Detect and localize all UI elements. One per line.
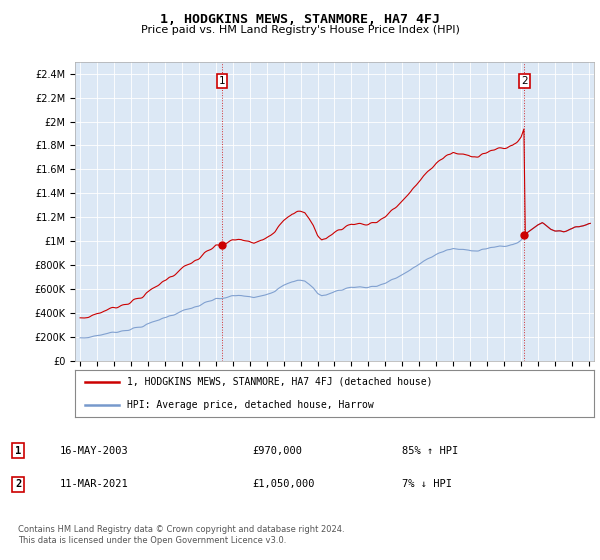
- Text: £1,050,000: £1,050,000: [252, 479, 314, 489]
- Text: 1, HODGKINS MEWS, STANMORE, HA7 4FJ: 1, HODGKINS MEWS, STANMORE, HA7 4FJ: [160, 13, 440, 26]
- Text: Price paid vs. HM Land Registry's House Price Index (HPI): Price paid vs. HM Land Registry's House …: [140, 25, 460, 35]
- Text: HPI: Average price, detached house, Harrow: HPI: Average price, detached house, Harr…: [127, 400, 374, 410]
- Text: 1: 1: [15, 446, 21, 456]
- Text: 7% ↓ HPI: 7% ↓ HPI: [402, 479, 452, 489]
- Text: 2: 2: [521, 76, 527, 86]
- Text: 85% ↑ HPI: 85% ↑ HPI: [402, 446, 458, 456]
- Text: 11-MAR-2021: 11-MAR-2021: [60, 479, 129, 489]
- Text: 1, HODGKINS MEWS, STANMORE, HA7 4FJ (detached house): 1, HODGKINS MEWS, STANMORE, HA7 4FJ (det…: [127, 376, 433, 386]
- Text: £970,000: £970,000: [252, 446, 302, 456]
- Text: 16-MAY-2003: 16-MAY-2003: [60, 446, 129, 456]
- Text: Contains HM Land Registry data © Crown copyright and database right 2024.
This d: Contains HM Land Registry data © Crown c…: [18, 525, 344, 545]
- Text: 2: 2: [15, 479, 21, 489]
- Text: 1: 1: [219, 76, 226, 86]
